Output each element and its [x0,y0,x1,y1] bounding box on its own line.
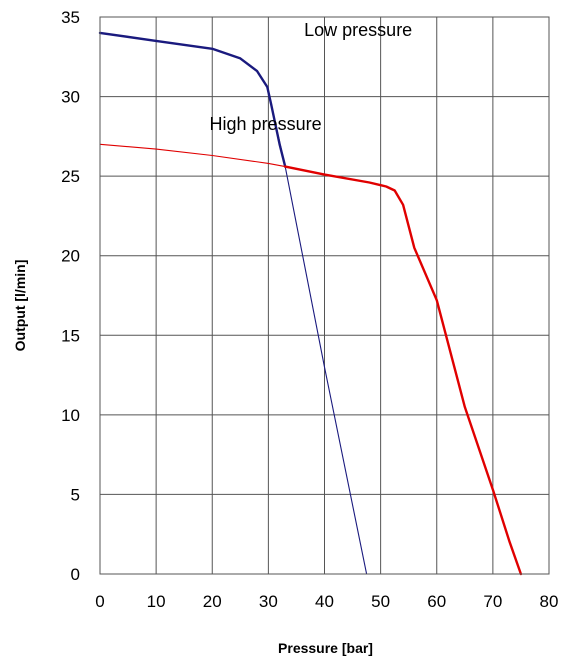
y-tick-label: 30 [61,88,80,107]
y-tick-label: 5 [71,485,80,504]
x-tick-label: 40 [315,592,334,611]
plot-frame [99,16,550,575]
x-tick-label: 70 [483,592,502,611]
series-line [99,143,286,168]
x-tick-label: 10 [147,592,166,611]
x-axis-label: Pressure [bar] [278,640,373,656]
x-tick-label: 60 [427,592,446,611]
y-tick-label: 20 [61,247,80,266]
y-axis-label: Output [l/min] [12,260,28,352]
y-tick-label: 35 [61,8,80,27]
series-line [284,165,523,576]
y-tick-label: 25 [61,167,80,186]
series-line [98,31,287,168]
x-tick-label: 80 [540,592,559,611]
annotations: Low pressure High pressure [210,20,413,134]
curves [98,31,523,576]
curve-annotation: High pressure [210,114,322,134]
grid [100,17,549,574]
x-tick-label: 30 [259,592,278,611]
curve-annotation: Low pressure [304,20,412,40]
y-tick-label: 0 [71,565,80,584]
x-tick-label: 20 [203,592,222,611]
y-tick-label: 15 [61,326,80,345]
tick-labels: 0 10 20 30 40 50 60 70 80 0 5 10 15 20 25 30 35 [61,8,558,611]
x-tick-label: 50 [371,592,390,611]
x-tick-label: 0 [95,592,104,611]
y-tick-label: 10 [61,406,80,425]
